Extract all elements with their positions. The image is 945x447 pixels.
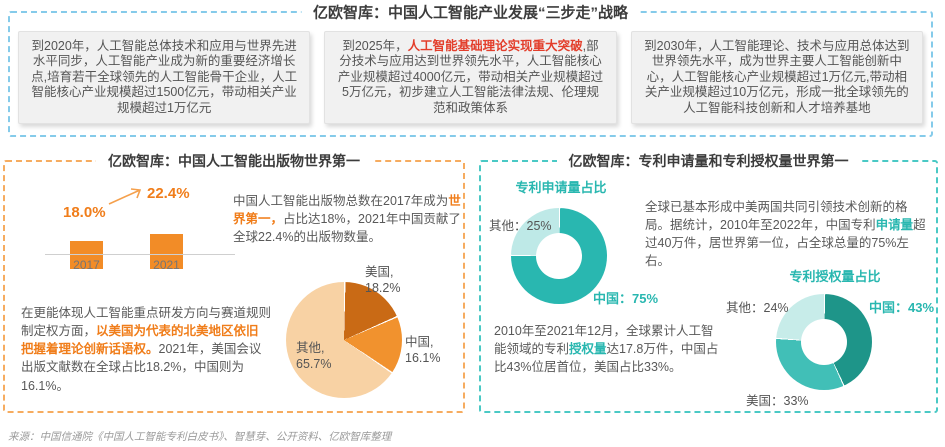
patent-grants-donut-chart (776, 294, 872, 390)
milestone-text: 到2025年，人工智能基础理论实现重大突破,部分技术与应用达到世界领先水平，人工… (337, 38, 604, 115)
patent-applications-donut-title: 专利申请量占比 (515, 180, 607, 195)
bar-2021 (150, 234, 183, 269)
milestone-text: 到2030年，人工智能理论、技术与应用总体达到世界领先水平，成为世界主要人工智能… (644, 38, 910, 115)
patent-grants-text: 2010年至2021年12月，全球累计人工智能领域的专利授权量达17.8万件，中… (494, 324, 719, 375)
publications-title: 亿欧智库：中国人工智能出版物世界第一 (96, 151, 372, 171)
bar-2017 (70, 241, 103, 269)
patents-panel: 亿欧智库：专利申请量和专利授权量世界第一 专利申请量占比 其他：25% 中国：7… (479, 151, 938, 413)
pie-label-other: 其他, 65.7% (296, 341, 332, 371)
publications-summary-text: 中国人工智能出版物总数在2017年成为世界第一，占比达18%，2021年中国贡献… (233, 194, 461, 245)
donut-hole (800, 318, 848, 366)
growth-arrow-icon (108, 188, 142, 205)
patent-grants-donut-title: 专利授权量占比 (789, 269, 881, 284)
grants-label-china: 中国：43% (869, 300, 935, 315)
source-note: 来源：中国信通院《中国人工智能专利白皮书》、智慧芽、公开资料、亿欧智库整理 (8, 431, 392, 443)
milestone-card-2025: 到2025年，人工智能基础理论实现重大突破,部分技术与应用达到世界领先水平，人工… (324, 31, 617, 124)
grants-label-us: 美国：33% (746, 394, 809, 408)
conference-share-text: 在更能体现人工智能重点研发方向与赛道规则制定权方面，以美国为代表的北美地区依旧把… (21, 306, 272, 393)
pie-label-china: 中国, 16.1% (405, 335, 441, 365)
patents-title: 亿欧智库：专利申请量和专利授权量世界第一 (556, 151, 861, 171)
applications-label-china: 中国：75% (593, 291, 659, 306)
bar-category-2021: 2021 (153, 258, 180, 272)
conference-publications-pie-chart (286, 282, 402, 398)
roadmap-panel: 亿欧智库：中国人工智能产业发展“三步走”战略 到2020年，人工智能总体技术和应… (8, 1, 933, 137)
patent-applications-donut-chart (511, 208, 607, 304)
bar-axis (45, 254, 235, 255)
grants-label-other: 其他：24% (726, 301, 789, 315)
pie-label-us: 美国, 18.2% (365, 265, 401, 295)
milestone-card-2030: 到2030年，人工智能理论、技术与应用总体达到世界领先水平，成为世界主要人工智能… (630, 31, 923, 124)
bar-category-2017: 2017 (73, 258, 100, 272)
donut-hole (535, 232, 583, 280)
milestone-card-2020: 到2020年，人工智能总体技术和应用与世界先进水平同步，人工智能产业成为新的重要… (18, 31, 311, 124)
milestone-row: 到2020年，人工智能总体技术和应用与世界先进水平同步，人工智能产业成为新的重要… (10, 13, 931, 124)
bar-value-label-2021: 22.4% (147, 185, 190, 202)
milestone-text: 到2020年，人工智能总体技术和应用与世界先进水平同步，人工智能产业成为新的重要… (31, 38, 298, 115)
bar-value-label-2017: 18.0% (63, 204, 106, 221)
page-title: 亿欧智库：中国人工智能产业发展“三步走”战略 (300, 1, 641, 23)
publications-bar-chart: 18.0% 22.4% 2017 2021 (45, 184, 235, 294)
applications-label-other: 其他：25% (489, 219, 552, 233)
publications-panel: 亿欧智库：中国人工智能出版物世界第一 18.0% 22.4% 2017 2021… (3, 151, 465, 413)
patent-applications-text: 全球已基本形成中美两国共同引领技术创新的格局。据统计，2010年至2022年，中… (645, 200, 926, 269)
